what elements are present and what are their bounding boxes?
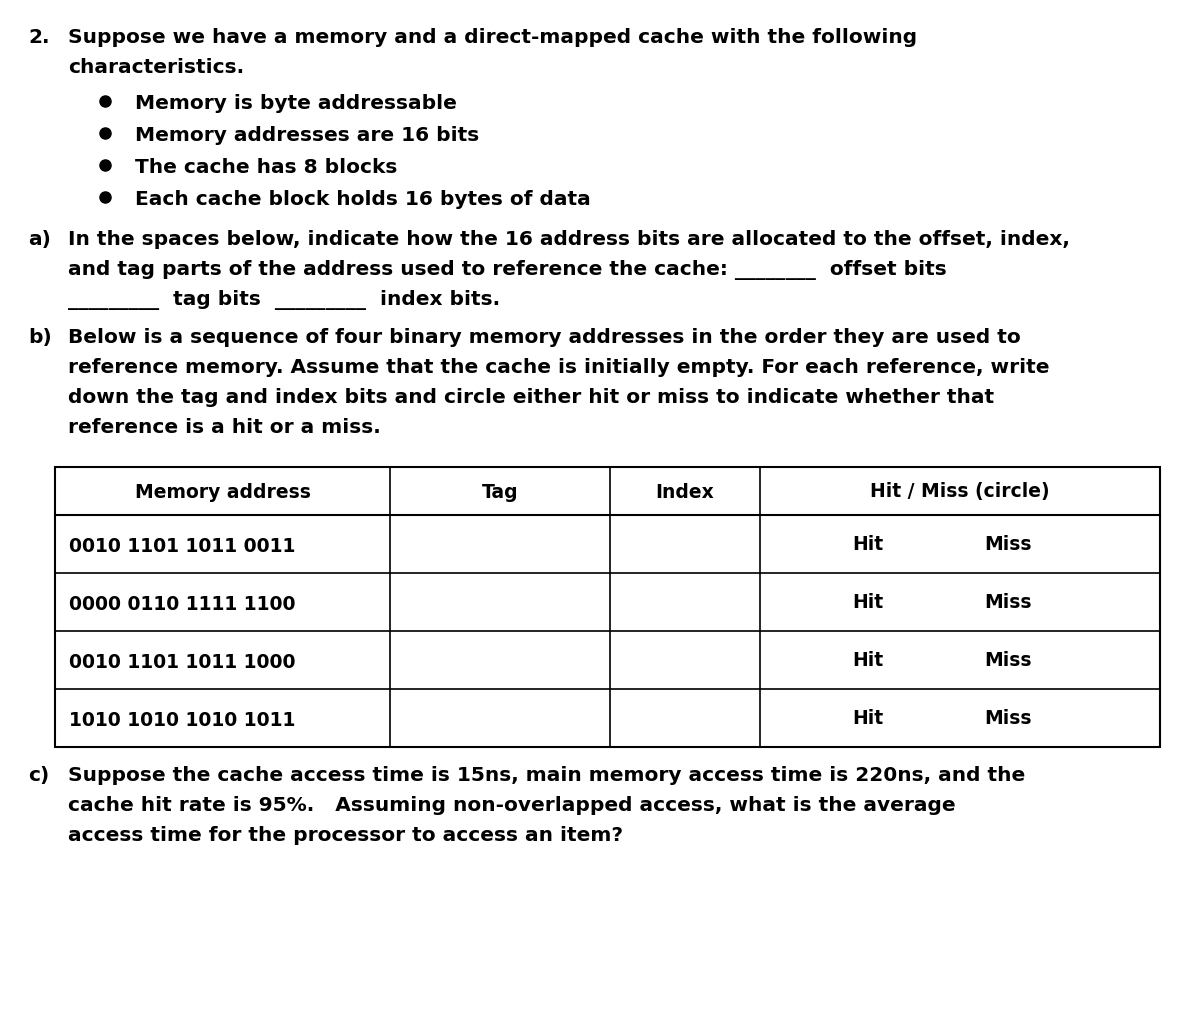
Text: Miss: Miss: [984, 535, 1032, 554]
Text: and tag parts of the address used to reference the cache: ________  offset bits: and tag parts of the address used to ref…: [68, 260, 947, 280]
Text: 0010 1101 1011 1000: 0010 1101 1011 1000: [70, 652, 295, 672]
Text: reference memory. Assume that the cache is initially empty. For each reference, : reference memory. Assume that the cache …: [68, 358, 1050, 377]
Text: access time for the processor to access an item?: access time for the processor to access …: [68, 825, 623, 844]
Text: Hit: Hit: [852, 535, 883, 554]
Text: Hit: Hit: [852, 651, 883, 669]
Text: _________  tag bits  _________  index bits.: _________ tag bits _________ index bits.: [68, 289, 500, 310]
Text: Miss: Miss: [984, 709, 1032, 728]
Text: Miss: Miss: [984, 651, 1032, 669]
Text: cache hit rate is 95%.   Assuming non-overlapped access, what is the average: cache hit rate is 95%. Assuming non-over…: [68, 795, 955, 814]
Text: The cache has 8 blocks: The cache has 8 blocks: [134, 158, 397, 177]
Text: In the spaces below, indicate how the 16 address bits are allocated to the offse: In the spaces below, indicate how the 16…: [68, 229, 1070, 249]
Text: a): a): [28, 229, 50, 249]
Text: 2.: 2.: [28, 28, 49, 47]
Text: Hit: Hit: [852, 593, 883, 611]
Text: Hit: Hit: [852, 709, 883, 728]
Text: c): c): [28, 765, 49, 785]
Text: characteristics.: characteristics.: [68, 58, 244, 76]
Text: Suppose the cache access time is 15ns, main memory access time is 220ns, and the: Suppose the cache access time is 15ns, m…: [68, 765, 1025, 785]
Text: Index: Index: [655, 482, 714, 501]
Text: Suppose we have a memory and a direct-mapped cache with the following: Suppose we have a memory and a direct-ma…: [68, 28, 917, 47]
Text: Memory address: Memory address: [134, 482, 311, 501]
Bar: [55, 468, 1160, 747]
Text: 0010 1101 1011 0011: 0010 1101 1011 0011: [70, 536, 295, 555]
Text: Memory addresses are 16 bits: Memory addresses are 16 bits: [134, 126, 479, 145]
Text: Hit / Miss (circle): Hit / Miss (circle): [870, 482, 1050, 501]
Text: Tag: Tag: [481, 482, 518, 501]
Text: Each cache block holds 16 bytes of data: Each cache block holds 16 bytes of data: [134, 190, 590, 209]
Text: 0000 0110 1111 1100: 0000 0110 1111 1100: [70, 594, 295, 613]
Text: Memory is byte addressable: Memory is byte addressable: [134, 94, 457, 113]
Text: b): b): [28, 328, 52, 346]
Text: Miss: Miss: [984, 593, 1032, 611]
Text: down the tag and index bits and circle either hit or miss to indicate whether th: down the tag and index bits and circle e…: [68, 387, 994, 407]
Text: Below is a sequence of four binary memory addresses in the order they are used t: Below is a sequence of four binary memor…: [68, 328, 1021, 346]
Text: 1010 1010 1010 1011: 1010 1010 1010 1011: [70, 710, 295, 730]
Text: reference is a hit or a miss.: reference is a hit or a miss.: [68, 418, 380, 436]
